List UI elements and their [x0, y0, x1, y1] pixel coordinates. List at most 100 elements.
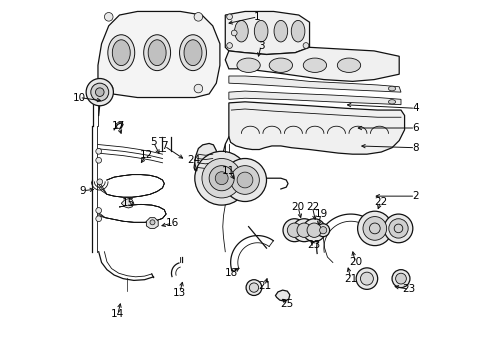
Ellipse shape [112, 40, 130, 66]
Text: 18: 18 [225, 268, 238, 278]
Circle shape [202, 158, 242, 198]
Circle shape [369, 223, 380, 234]
Circle shape [363, 217, 387, 240]
Text: 21: 21 [344, 274, 357, 284]
Text: 13: 13 [173, 288, 186, 298]
Circle shape [366, 220, 384, 237]
Circle shape [392, 270, 410, 288]
Ellipse shape [389, 100, 395, 104]
Polygon shape [229, 102, 405, 154]
Circle shape [394, 224, 403, 233]
Circle shape [391, 221, 406, 236]
Circle shape [307, 223, 321, 237]
Ellipse shape [108, 35, 135, 71]
Text: 7: 7 [161, 141, 168, 151]
Text: 5: 5 [150, 138, 157, 147]
Circle shape [319, 226, 327, 234]
Text: 10: 10 [73, 93, 86, 103]
Polygon shape [229, 76, 401, 92]
Circle shape [227, 14, 232, 20]
Text: 21: 21 [258, 281, 271, 291]
Text: 3: 3 [258, 41, 265, 50]
Circle shape [91, 83, 109, 101]
Polygon shape [225, 47, 399, 81]
Circle shape [194, 13, 203, 21]
Circle shape [96, 88, 104, 96]
Polygon shape [98, 12, 220, 98]
Text: 24: 24 [188, 155, 201, 165]
Ellipse shape [303, 58, 326, 72]
Circle shape [356, 268, 378, 289]
Circle shape [96, 148, 101, 154]
Circle shape [361, 272, 373, 285]
Circle shape [231, 30, 237, 36]
Circle shape [297, 223, 311, 237]
Circle shape [104, 13, 113, 21]
Text: 14: 14 [111, 310, 124, 319]
Circle shape [86, 78, 113, 106]
Circle shape [223, 158, 267, 202]
Circle shape [97, 179, 102, 185]
Circle shape [96, 216, 101, 222]
Ellipse shape [179, 35, 206, 71]
Circle shape [303, 219, 326, 242]
Ellipse shape [274, 21, 288, 42]
Circle shape [96, 157, 101, 163]
Text: 22: 22 [374, 197, 387, 207]
Circle shape [293, 219, 316, 242]
Text: 4: 4 [412, 103, 418, 113]
Text: 1: 1 [254, 12, 261, 22]
Circle shape [215, 172, 228, 185]
Text: 9: 9 [79, 186, 86, 196]
Circle shape [249, 283, 259, 292]
Text: 16: 16 [166, 218, 179, 228]
Text: 11: 11 [222, 166, 236, 176]
Ellipse shape [389, 86, 395, 91]
Circle shape [96, 208, 101, 213]
Circle shape [150, 220, 155, 225]
Text: 15: 15 [122, 198, 135, 208]
Ellipse shape [148, 40, 166, 66]
Circle shape [317, 224, 330, 237]
Ellipse shape [291, 21, 305, 42]
Circle shape [231, 166, 259, 194]
Polygon shape [194, 143, 216, 175]
Text: 23: 23 [403, 284, 416, 294]
Circle shape [384, 214, 413, 243]
Text: 8: 8 [412, 143, 418, 153]
Polygon shape [147, 218, 158, 228]
Ellipse shape [337, 58, 361, 72]
Text: 17: 17 [112, 121, 125, 131]
Circle shape [303, 42, 309, 48]
Ellipse shape [184, 40, 202, 66]
Circle shape [389, 219, 408, 238]
Ellipse shape [237, 58, 260, 72]
Text: 25: 25 [281, 299, 294, 309]
Text: 2: 2 [412, 191, 418, 201]
Text: 22: 22 [306, 202, 319, 212]
Circle shape [227, 42, 232, 48]
Polygon shape [225, 12, 310, 54]
Polygon shape [275, 290, 290, 301]
Text: 23: 23 [307, 239, 320, 249]
Ellipse shape [254, 21, 268, 42]
Text: 6: 6 [412, 123, 418, 133]
Circle shape [283, 219, 306, 242]
Circle shape [395, 273, 406, 284]
Circle shape [194, 84, 203, 93]
Text: 20: 20 [349, 257, 362, 267]
Circle shape [246, 280, 262, 296]
Circle shape [287, 223, 302, 237]
Ellipse shape [144, 35, 171, 71]
Polygon shape [122, 199, 134, 208]
Text: 20: 20 [292, 202, 305, 212]
Circle shape [209, 166, 234, 191]
Circle shape [358, 211, 392, 246]
Text: 12: 12 [140, 150, 153, 160]
Circle shape [104, 84, 113, 93]
Ellipse shape [269, 58, 293, 72]
Polygon shape [229, 91, 401, 105]
Circle shape [195, 151, 248, 205]
Circle shape [237, 172, 253, 188]
Ellipse shape [235, 21, 248, 42]
